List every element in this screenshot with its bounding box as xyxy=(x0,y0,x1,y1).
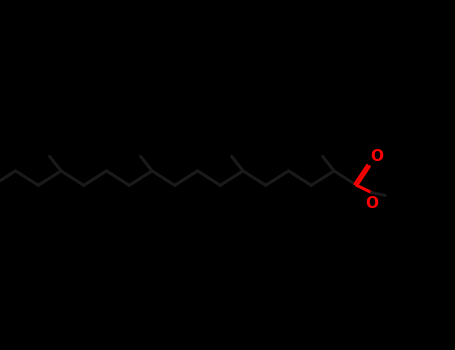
Text: O: O xyxy=(365,196,378,211)
Text: O: O xyxy=(370,149,383,164)
